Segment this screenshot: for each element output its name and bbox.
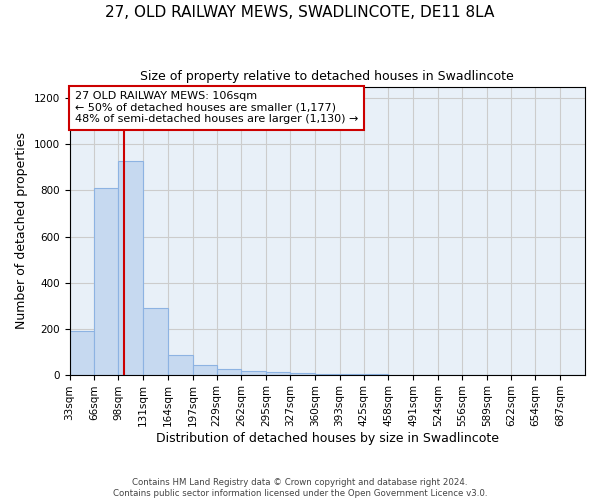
Bar <box>241 371 266 374</box>
Bar <box>193 366 217 374</box>
Text: 27, OLD RAILWAY MEWS, SWADLINCOTE, DE11 8LA: 27, OLD RAILWAY MEWS, SWADLINCOTE, DE11 … <box>106 5 494 20</box>
X-axis label: Distribution of detached houses by size in Swadlincote: Distribution of detached houses by size … <box>156 432 499 445</box>
Bar <box>266 372 290 374</box>
Text: 27 OLD RAILWAY MEWS: 106sqm
← 50% of detached houses are smaller (1,177)
48% of : 27 OLD RAILWAY MEWS: 106sqm ← 50% of det… <box>74 92 358 124</box>
Bar <box>143 308 168 374</box>
Bar <box>168 355 193 374</box>
Text: Contains HM Land Registry data © Crown copyright and database right 2024.
Contai: Contains HM Land Registry data © Crown c… <box>113 478 487 498</box>
Y-axis label: Number of detached properties: Number of detached properties <box>15 132 28 330</box>
Title: Size of property relative to detached houses in Swadlincote: Size of property relative to detached ho… <box>140 70 514 83</box>
Bar <box>118 160 143 374</box>
Bar <box>94 188 118 374</box>
Bar <box>70 331 94 374</box>
Bar <box>217 369 241 374</box>
